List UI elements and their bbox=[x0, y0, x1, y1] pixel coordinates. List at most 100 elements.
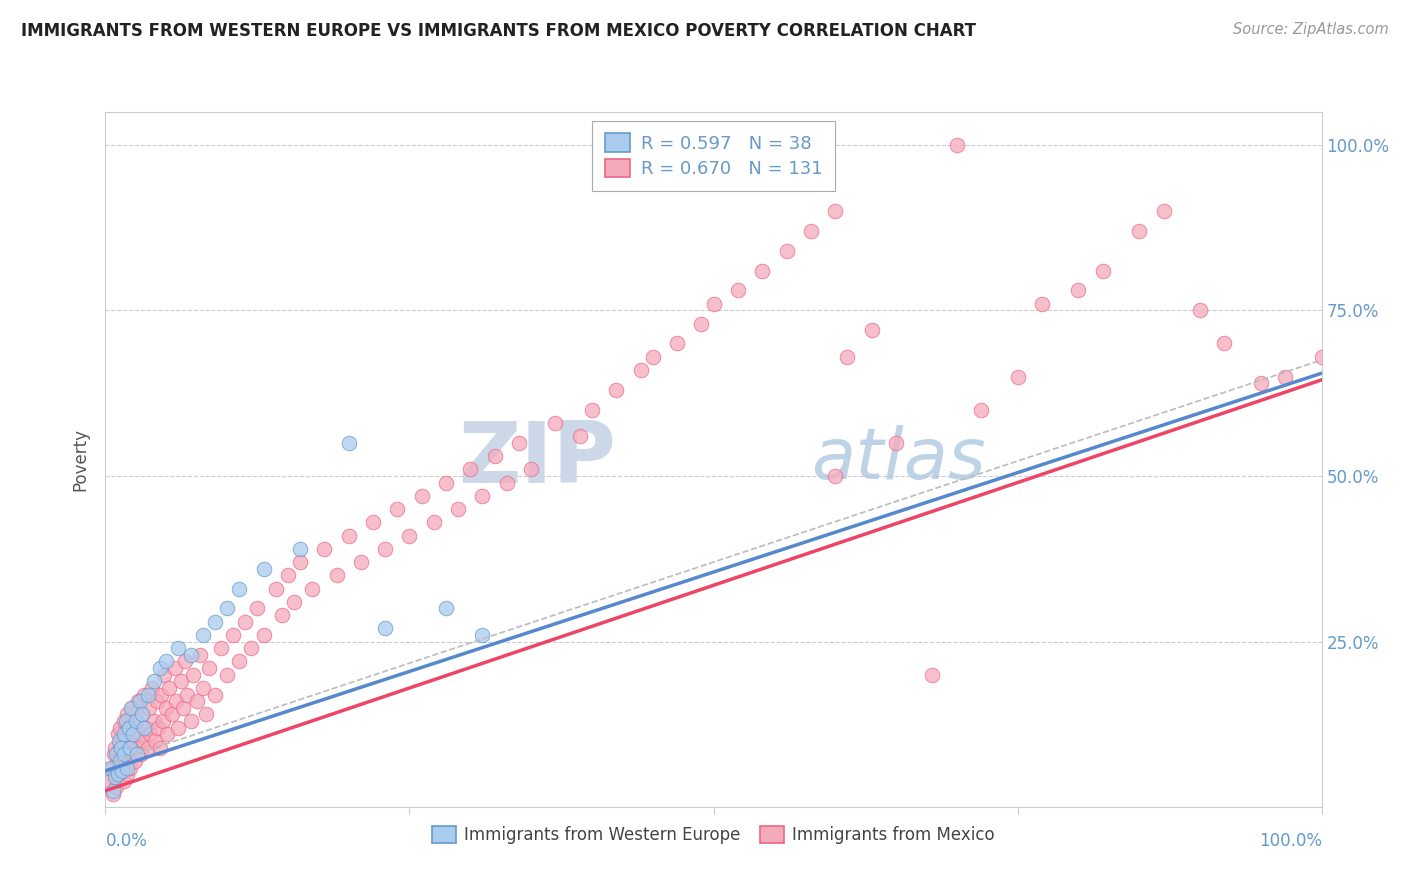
Point bbox=[1213, 336, 1236, 351]
Text: IMMIGRANTS FROM WESTERN EUROPE VS IMMIGRANTS FROM MEXICO POVERTY CORRELATION CHA: IMMIGRANTS FROM WESTERN EUROPE VS IMMIGR… bbox=[21, 22, 976, 40]
Point bbox=[775, 244, 797, 258]
Point bbox=[337, 528, 360, 542]
Point bbox=[1250, 376, 1272, 391]
Point bbox=[471, 628, 494, 642]
Point bbox=[110, 760, 132, 774]
Point bbox=[118, 740, 141, 755]
Point bbox=[108, 767, 131, 781]
Point bbox=[204, 688, 226, 702]
Point bbox=[581, 402, 603, 417]
Point bbox=[1274, 369, 1296, 384]
Point bbox=[114, 747, 136, 762]
Point bbox=[209, 641, 232, 656]
Point bbox=[131, 707, 153, 722]
Point bbox=[884, 435, 907, 450]
Point bbox=[195, 707, 218, 722]
Point bbox=[508, 435, 530, 450]
Point bbox=[228, 582, 250, 596]
Text: 100.0%: 100.0% bbox=[1258, 831, 1322, 849]
Point bbox=[945, 137, 967, 152]
Point bbox=[149, 740, 172, 755]
Point bbox=[191, 628, 214, 642]
Point bbox=[337, 435, 360, 450]
Point bbox=[800, 224, 823, 238]
Point bbox=[128, 727, 150, 741]
Point bbox=[108, 734, 131, 748]
Point bbox=[117, 721, 139, 735]
Point bbox=[544, 416, 567, 430]
Point bbox=[217, 667, 239, 681]
Point bbox=[180, 714, 202, 728]
Point bbox=[115, 727, 138, 741]
Text: ZIP: ZIP bbox=[458, 417, 616, 501]
Point bbox=[152, 714, 174, 728]
Point bbox=[100, 760, 122, 774]
Point bbox=[117, 707, 139, 722]
Point bbox=[301, 582, 323, 596]
Point bbox=[105, 780, 128, 795]
Point bbox=[165, 694, 187, 708]
Point bbox=[143, 734, 166, 748]
Point bbox=[252, 562, 274, 576]
Point bbox=[240, 641, 263, 656]
Point bbox=[108, 721, 131, 735]
Point bbox=[136, 740, 159, 755]
Point bbox=[520, 462, 543, 476]
Point bbox=[138, 701, 160, 715]
Point bbox=[117, 760, 139, 774]
Point bbox=[283, 595, 305, 609]
Point bbox=[107, 727, 129, 741]
Point bbox=[143, 714, 166, 728]
Point bbox=[121, 701, 143, 715]
Point bbox=[666, 336, 689, 351]
Point bbox=[447, 502, 470, 516]
Point bbox=[288, 555, 311, 569]
Point bbox=[172, 701, 194, 715]
Point bbox=[434, 475, 457, 490]
Point bbox=[228, 655, 250, 669]
Point bbox=[288, 541, 311, 556]
Point bbox=[112, 773, 135, 788]
Point bbox=[1189, 303, 1212, 318]
Point bbox=[751, 263, 773, 277]
Point bbox=[131, 707, 153, 722]
Point bbox=[115, 714, 138, 728]
Point bbox=[630, 363, 652, 377]
Point bbox=[374, 541, 396, 556]
Point bbox=[153, 667, 176, 681]
Point bbox=[277, 568, 299, 582]
Point bbox=[314, 541, 336, 556]
Point bbox=[173, 655, 195, 669]
Point bbox=[101, 783, 124, 797]
Point bbox=[146, 721, 169, 735]
Point bbox=[1067, 284, 1090, 298]
Point bbox=[270, 608, 292, 623]
Point bbox=[125, 747, 148, 762]
Point bbox=[135, 721, 157, 735]
Point bbox=[325, 568, 347, 582]
Point bbox=[605, 383, 627, 397]
Point bbox=[104, 771, 127, 785]
Point bbox=[157, 681, 180, 695]
Point bbox=[690, 317, 713, 331]
Point bbox=[434, 601, 457, 615]
Text: 0.0%: 0.0% bbox=[105, 831, 148, 849]
Point bbox=[111, 764, 134, 778]
Point bbox=[118, 760, 141, 774]
Point bbox=[127, 694, 149, 708]
Point bbox=[118, 721, 141, 735]
Point bbox=[155, 701, 177, 715]
Point bbox=[1007, 369, 1029, 384]
Point bbox=[167, 641, 190, 656]
Point bbox=[198, 661, 221, 675]
Point bbox=[167, 721, 190, 735]
Point bbox=[120, 747, 142, 762]
Point bbox=[128, 694, 150, 708]
Point bbox=[727, 284, 749, 298]
Point bbox=[186, 694, 208, 708]
Point bbox=[471, 489, 494, 503]
Point bbox=[120, 701, 142, 715]
Point bbox=[641, 350, 664, 364]
Point bbox=[104, 767, 127, 781]
Y-axis label: Poverty: Poverty bbox=[72, 428, 90, 491]
